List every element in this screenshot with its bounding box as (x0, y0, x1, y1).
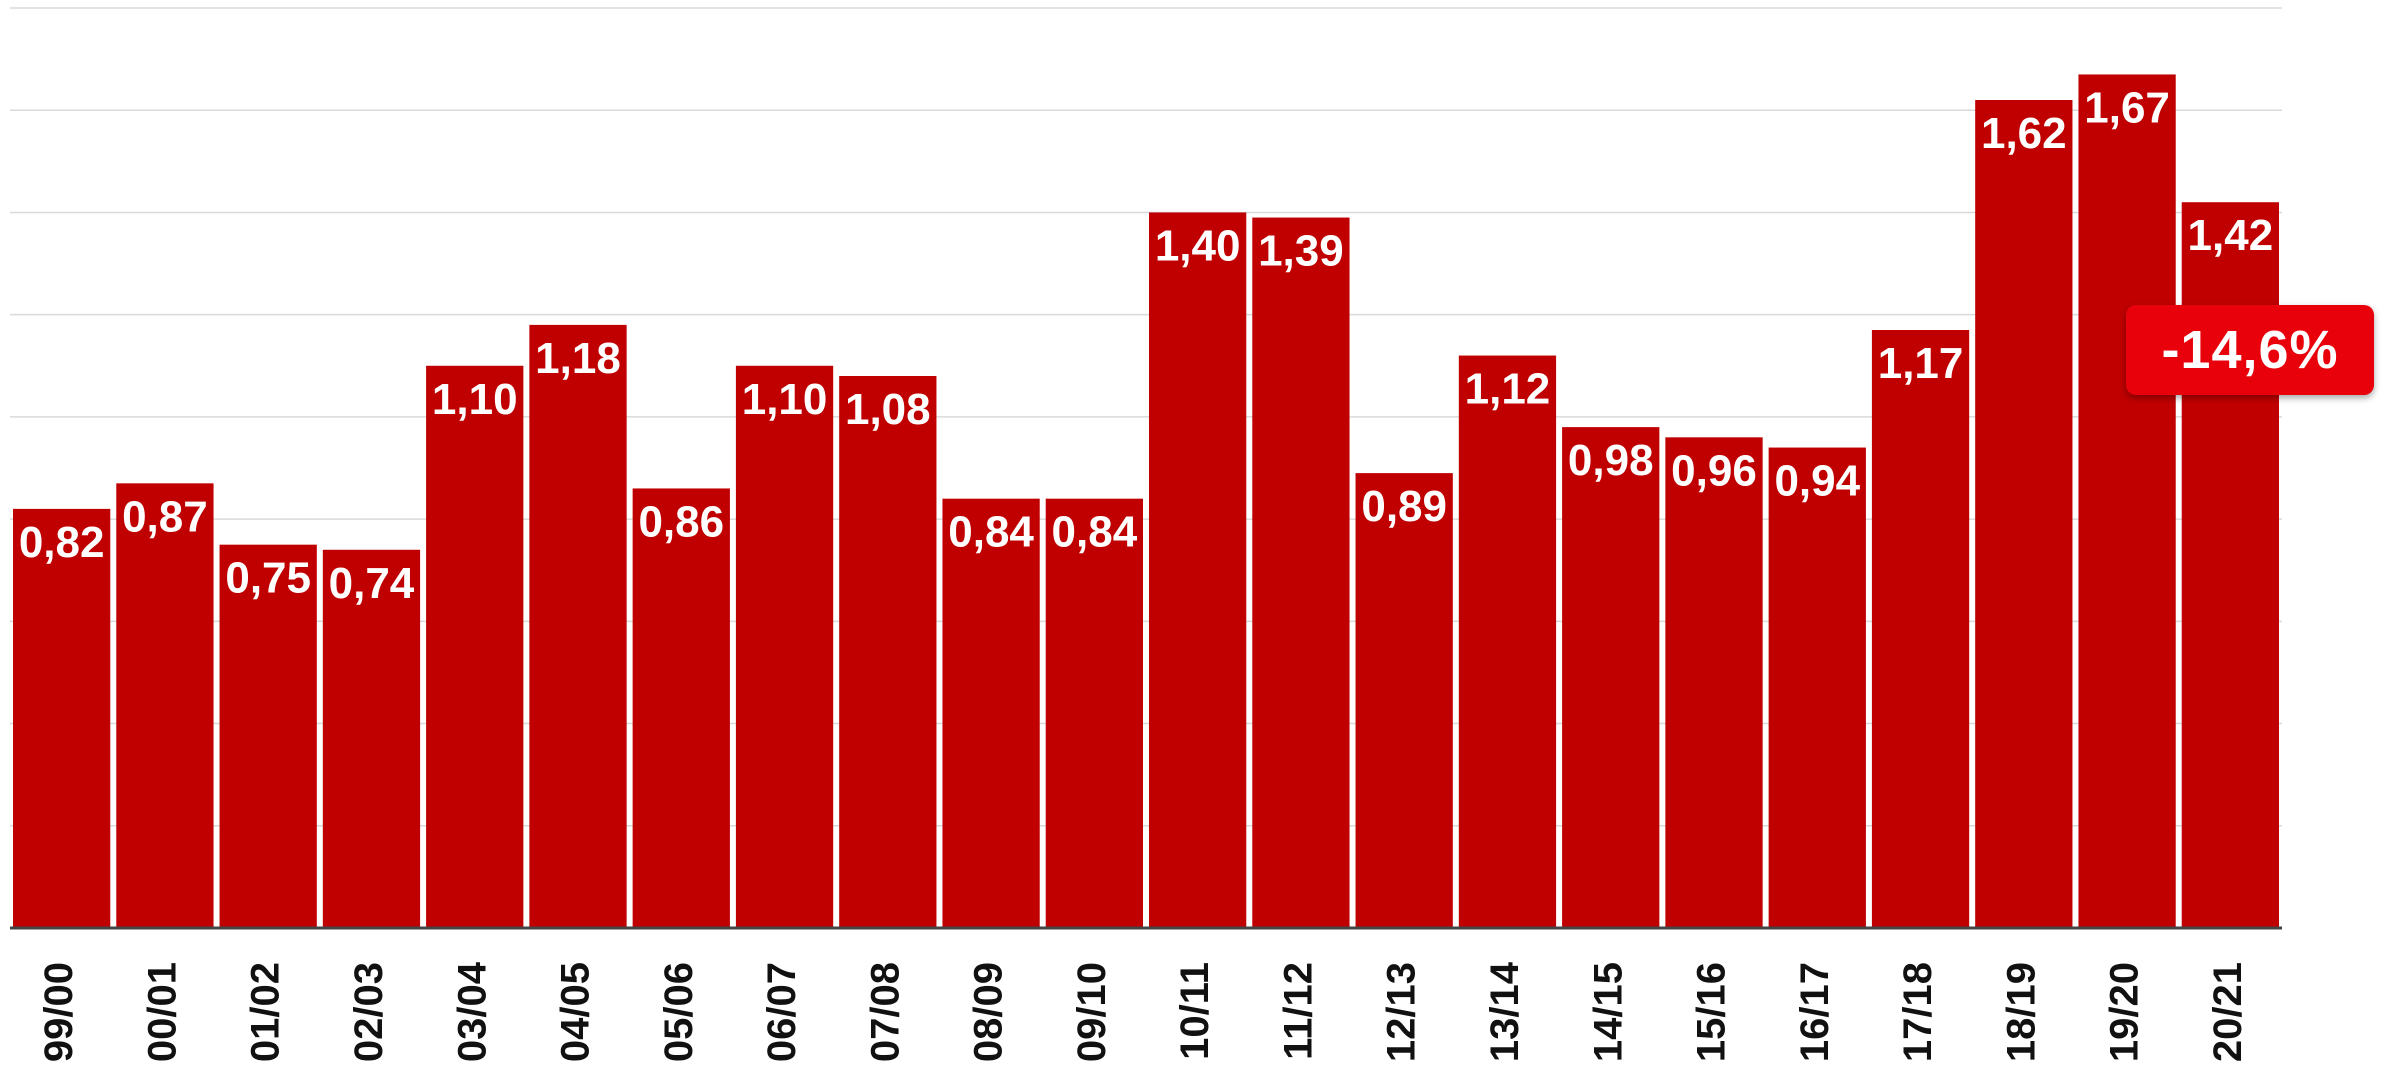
bar-value-label: 0,75 (225, 554, 311, 603)
bar-value-labels: 0,82 0,87 0,75 0,74 1,10 1,18 0,86 1,10 1,08 0,84… (19, 83, 2273, 607)
bar-value-label: 1,12 (1465, 365, 1551, 414)
bar-value-label: 0,84 (948, 508, 1034, 557)
bar-00-01 (116, 483, 214, 928)
bar-value-label: 1,42 (2188, 211, 2274, 260)
bar-03-04 (426, 365, 524, 928)
x-tick-label: 99/00 (37, 962, 81, 1062)
bar-05-06 (632, 488, 730, 928)
x-tick-label: 09/10 (1070, 962, 1114, 1062)
x-tick-label: 00/01 (140, 962, 184, 1062)
bar-16-17 (1768, 447, 1866, 928)
bar-value-label: 0,82 (19, 518, 105, 567)
x-tick-label: 20/21 (2206, 962, 2250, 1062)
bar-value-label: 0,74 (329, 559, 415, 608)
bar-value-label: 0,86 (638, 497, 724, 546)
bar-value-label: 0,87 (122, 492, 208, 541)
x-tick-label: 02/03 (347, 962, 391, 1062)
bar-18-19 (1975, 100, 2073, 928)
bar-value-label: 1,08 (845, 385, 931, 434)
change-callout-text: -14,6% (2161, 320, 2339, 380)
bar-06-07 (735, 365, 834, 928)
x-tick-label: 11/12 (1276, 962, 1320, 1060)
bar-01-02 (219, 544, 317, 928)
bar-value-label: 1,40 (1155, 221, 1241, 270)
bar-02-03 (322, 549, 421, 928)
bar-09-10 (1045, 498, 1143, 928)
bar-value-label: 0,84 (1052, 508, 1138, 557)
change-callout: -14,6% (2126, 305, 2374, 395)
bar-04-05 (529, 324, 627, 928)
bar-10-11 (1149, 212, 1247, 928)
bar-value-label: 0,94 (1774, 457, 1860, 506)
bar-12-13 (1355, 473, 1453, 928)
x-tick-label: 12/13 (1380, 962, 1424, 1062)
x-tick-label: 06/07 (760, 962, 804, 1062)
bars (13, 74, 2279, 929)
x-tick-label: 13/14 (1483, 961, 1527, 1062)
bar-value-label: 0,96 (1671, 446, 1757, 495)
x-tick-label: 16/17 (1793, 962, 1837, 1062)
bar-14-15 (1562, 427, 1660, 928)
x-tick-label: 07/08 (863, 962, 907, 1062)
x-tick-label: 10/11 (1173, 962, 1217, 1060)
bar-value-label: 1,67 (2084, 83, 2170, 132)
x-tick-label: 15/16 (1690, 962, 1734, 1062)
bar-07-08 (839, 376, 937, 928)
bar-99-00 (13, 508, 111, 928)
bar-value-label: 1,39 (1258, 227, 1344, 276)
bar-value-label: 1,18 (535, 334, 621, 383)
bar-value-label: 1,62 (1981, 109, 2067, 158)
bar-value-label: 1,10 (742, 375, 828, 424)
x-tick-label: 17/18 (1896, 962, 1940, 1062)
bar-value-label: 0,89 (1361, 482, 1447, 531)
bar-value-label: 1,17 (1878, 339, 1964, 388)
bar-value-label: 1,10 (432, 375, 518, 424)
x-tick-label: 01/02 (244, 962, 288, 1062)
x-tick-labels: 99/00 00/01 01/02 02/03 03/04 04/05 05/06 06/07… (37, 961, 2250, 1062)
x-tick-label: 14/15 (1586, 962, 1630, 1062)
bar-15-16 (1665, 437, 1763, 928)
x-tick-label: 04/05 (554, 962, 598, 1062)
x-tick-label: 18/19 (1999, 962, 2043, 1062)
x-tick-label: 05/06 (657, 962, 701, 1062)
bar-13-14 (1458, 355, 1557, 928)
bar-17-18 (1871, 330, 1970, 928)
bar-08-09 (942, 498, 1040, 928)
x-tick-label: 03/04 (450, 961, 494, 1062)
bar-19-20 (2078, 74, 2176, 928)
x-tick-label: 08/09 (967, 962, 1011, 1062)
bar-value-label: 0,98 (1568, 436, 1654, 485)
x-tick-label: 19/20 (2103, 962, 2147, 1062)
bar-11-12 (1252, 217, 1350, 929)
